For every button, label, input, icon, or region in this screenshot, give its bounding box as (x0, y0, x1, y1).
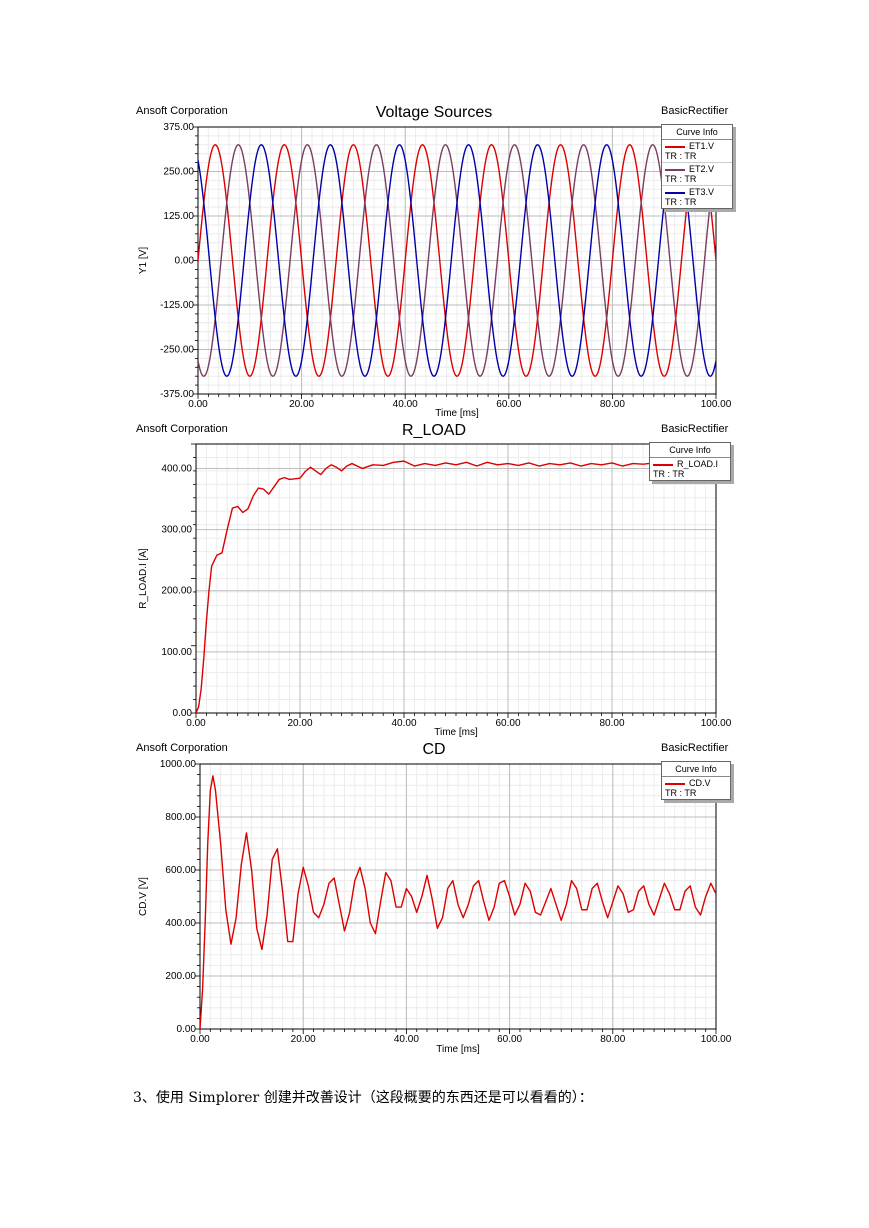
y-tick-label: 0.00 (177, 1024, 197, 1035)
plot-frame (195, 443, 717, 714)
y-tick-label: 375.00 (163, 122, 194, 133)
legend-sub: TR : TR (665, 788, 697, 798)
company-label: Ansoft Corporation (136, 423, 228, 435)
legend-title: Curve Info (650, 443, 730, 458)
x-axis-label: Time [ms] (435, 408, 479, 419)
legend-sub: TR : TR (665, 151, 697, 161)
y-tick-label: 0.00 (175, 256, 195, 267)
legend-entry-et2[interactable]: ET2.V TR : TR (662, 163, 732, 186)
project-label: BasicRectifier (661, 105, 729, 117)
x-tick-label: 60.00 (496, 399, 521, 410)
legend[interactable]: Curve Info CD.V TR : TR (661, 761, 731, 800)
legend-sub: TR : TR (653, 469, 685, 479)
x-tick-label: 20.00 (291, 1034, 316, 1045)
x-tick-label: 40.00 (394, 1034, 419, 1045)
legend-name: ET2.V (689, 164, 715, 174)
footer-paragraph: 3、使用 Simplorer 创建并改善设计（这段概要的东西还是可以看看的）： (133, 1090, 593, 1106)
series-line-cd-v (200, 775, 716, 1029)
x-tick-label: 0.00 (190, 1034, 210, 1045)
y-tick-label: 250.00 (163, 167, 194, 178)
series-line-et3-v (198, 144, 716, 377)
y-tick-label: 200.00 (165, 971, 196, 982)
company-label: Ansoft Corporation (136, 742, 228, 754)
project-label: BasicRectifier (661, 423, 729, 435)
x-tick-label: 100.00 (701, 1034, 732, 1045)
legend-title: Curve Info (662, 125, 732, 140)
legend-entry-et3[interactable]: ET3.V TR : TR (662, 186, 732, 208)
legend-sub: TR : TR (665, 197, 697, 207)
x-tick-label: 80.00 (600, 1034, 625, 1045)
project-label: BasicRectifier (661, 742, 729, 754)
x-tick-label: 40.00 (391, 718, 416, 729)
legend-swatch (665, 168, 685, 171)
y-tick-label: -125.00 (160, 300, 194, 311)
x-tick-label: 20.00 (287, 718, 312, 729)
y-tick-label: 400.00 (165, 918, 196, 929)
y-tick-label: 100.00 (161, 647, 192, 658)
x-tick-label: 100.00 (701, 399, 732, 410)
y-tick-label: 400.00 (161, 463, 192, 474)
y-tick-label: 600.00 (165, 865, 196, 876)
chart-title: CD (422, 741, 446, 758)
legend-name: ET3.V (689, 187, 715, 197)
y-tick-label: 125.00 (163, 211, 194, 222)
chart-title: Voltage Sources (375, 104, 493, 121)
x-tick-label: 100.00 (701, 718, 732, 729)
y-tick-label: 200.00 (161, 586, 192, 597)
plot-frame (199, 763, 717, 1030)
x-tick-label: 60.00 (497, 1034, 522, 1045)
y-axis-label: R_LOAD.I [A] (138, 548, 149, 609)
y-tick-label: 0.00 (173, 708, 193, 719)
legend-name: CD.V (689, 778, 711, 788)
cd-area: 0.00 20.00 40.00 60.00 80.00 100.00 1000.00 800… (138, 759, 732, 1055)
legend-name: ET1.V (689, 141, 715, 151)
legend-name: R_LOAD.I (677, 459, 719, 469)
x-axis-label: Time [ms] (436, 1044, 480, 1055)
y-tick-label: 1000.00 (160, 759, 197, 770)
y-axis-label: Y1 [V] (138, 247, 149, 274)
x-tick-label: 0.00 (186, 718, 206, 729)
legend[interactable]: Curve Info R_LOAD.I TR : TR (649, 442, 731, 481)
legend-entry-r-load[interactable]: R_LOAD.I TR : TR (650, 458, 730, 480)
y-tick-label: -375.00 (160, 389, 194, 400)
y-tick-label: 300.00 (161, 525, 192, 536)
r-load-area: 0.00 20.00 40.00 60.00 80.00 100.00 400.00 300.… (138, 443, 732, 738)
series-line-et1-v (198, 144, 716, 377)
legend-entry-cd[interactable]: CD.V TR : TR (662, 777, 730, 799)
legend-swatch (653, 463, 673, 466)
voltage-sources-area: 0.00 20.00 40.00 60.00 80.00 100.00 375.00 250.… (138, 122, 732, 419)
series-line-r-load-i (196, 460, 716, 713)
legend[interactable]: Curve Info ET1.V TR : TR ET2.V TR : TR E… (661, 124, 733, 209)
legend-entry-et1[interactable]: ET1.V TR : TR (662, 140, 732, 163)
chart-title: R_LOAD (401, 422, 467, 439)
legend-title: Curve Info (662, 762, 730, 777)
company-label: Ansoft Corporation (136, 105, 228, 117)
x-tick-label: 60.00 (495, 718, 520, 729)
x-tick-label: 20.00 (289, 399, 314, 410)
legend-swatch (665, 191, 685, 194)
legend-swatch (665, 782, 685, 785)
x-axis-label: Time [ms] (434, 727, 478, 738)
x-tick-label: 40.00 (393, 399, 418, 410)
x-tick-label: 80.00 (599, 718, 624, 729)
y-tick-label: -250.00 (160, 345, 194, 356)
legend-swatch (665, 145, 685, 148)
y-tick-label: 800.00 (165, 812, 196, 823)
y-axis-label: CD.V [V] (138, 877, 149, 916)
legend-sub: TR : TR (665, 174, 697, 184)
x-tick-label: 80.00 (600, 399, 625, 410)
x-tick-label: 0.00 (188, 399, 208, 410)
